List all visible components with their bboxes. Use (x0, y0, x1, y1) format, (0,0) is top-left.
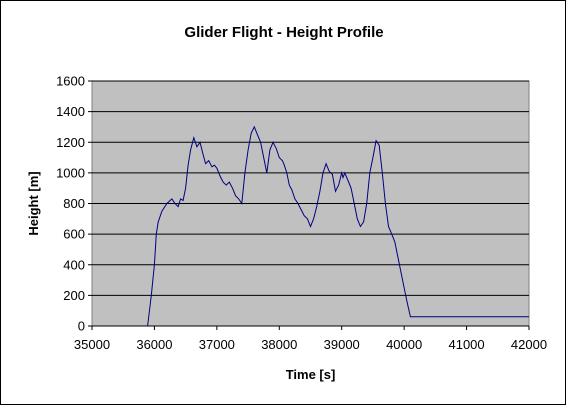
x-tick-label: 36000 (136, 337, 172, 352)
x-tick-label: 39000 (324, 337, 360, 352)
y-tick-label: 1000 (56, 165, 85, 180)
x-tick-label: 40000 (386, 337, 422, 352)
y-tick-label: 600 (63, 227, 85, 242)
x-tick-label: 41000 (448, 337, 484, 352)
x-tick-label: 38000 (261, 337, 297, 352)
y-axis-ticks: 0 200 400 600 800 1000 1200 1400 1600 (56, 74, 92, 334)
y-tick-label: 800 (63, 196, 85, 211)
x-axis-ticks: 35000 36000 37000 38000 39000 40000 41000 42000 (74, 325, 547, 352)
y-tick-label: 1600 (56, 74, 85, 89)
y-tick-label: 1200 (56, 135, 85, 150)
x-axis-label: Time [s] (286, 367, 336, 382)
chart-title: Glider Flight - Height Profile (184, 24, 383, 41)
y-tick-label: 200 (63, 288, 85, 303)
y-axis-label: Height [m] (26, 171, 41, 235)
x-tick-label: 35000 (74, 337, 110, 352)
x-tick-label: 37000 (199, 337, 235, 352)
y-tick-label: 0 (78, 319, 85, 334)
y-tick-label: 1400 (56, 104, 85, 119)
x-tick-label: 42000 (511, 337, 547, 352)
height-series-line (147, 125, 529, 327)
y-tick-label: 400 (63, 257, 85, 272)
